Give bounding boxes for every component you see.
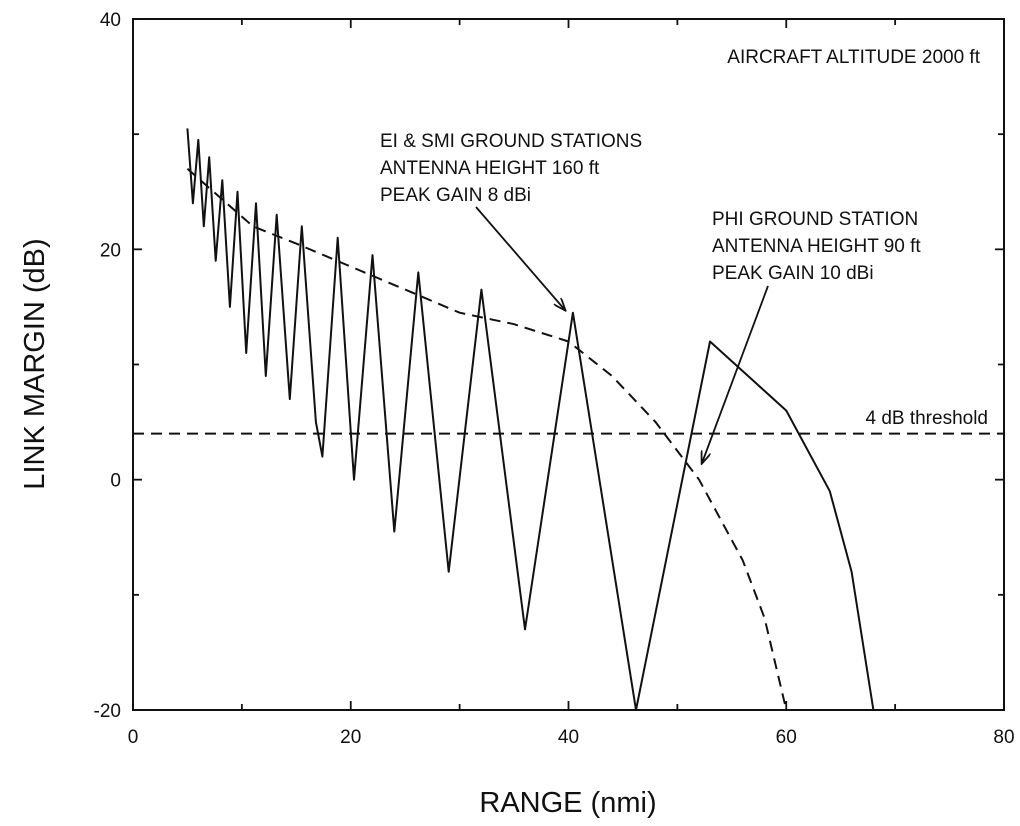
y-tick-label: 40	[100, 10, 121, 31]
annotation-threshold-line: 4 dB threshold	[865, 408, 988, 429]
annotation-ei-smi-arrow	[475, 206, 565, 310]
axis-ticks	[132, 18, 1005, 711]
y-tick-label: 20	[100, 240, 121, 261]
annotation-ei-smi-line-2: ANTENNA HEIGHT 160 ft	[380, 158, 600, 179]
y-tick-label: -20	[94, 701, 121, 722]
annotation-ei-smi: EI & SMI GROUND STATIONS ANTENNA HEIGHT …	[380, 131, 647, 206]
annotation-phi-line-1: PHI GROUND STATION	[712, 209, 918, 230]
annotation-ei-smi-line-1: EI & SMI GROUND STATIONS	[380, 131, 642, 152]
y-tick-label: 0	[110, 471, 121, 492]
series-lines	[133, 128, 1004, 711]
x-tick-label: 80	[993, 727, 1014, 748]
annotation-phi-line-3: PEAK GAIN 10 dBi	[712, 263, 874, 284]
annotation-phi-line-2: ANTENNA HEIGHT 90 ft	[712, 236, 921, 257]
x-tick-label: 20	[340, 727, 361, 748]
x-tick-label: 40	[558, 727, 579, 748]
annotation-phi-arrow	[702, 285, 769, 463]
series-line-1	[186, 128, 875, 711]
annotation-altitude: AIRCRAFT ALTITUDE 2000 ft	[727, 47, 980, 68]
annotation-phi: PHI GROUND STATION ANTENNA HEIGHT 90 ft …	[712, 209, 926, 284]
annotation-altitude-line: AIRCRAFT ALTITUDE 2000 ft	[727, 47, 980, 68]
series-line-2	[186, 167, 788, 711]
tick-labels: 0 20 40 60 80 -20 0 20 40	[94, 10, 1015, 748]
annotation-threshold: 4 dB threshold	[865, 408, 988, 429]
x-tick-label: 60	[776, 727, 797, 748]
x-axis-title: RANGE (nmi)	[479, 787, 656, 819]
y-axis-title: LINK MARGIN (dB)	[19, 238, 51, 489]
plot-frame	[132, 18, 1005, 711]
annotation-ei-smi-line-3: PEAK GAIN 8 dBi	[380, 185, 531, 206]
x-tick-label: 0	[128, 727, 139, 748]
